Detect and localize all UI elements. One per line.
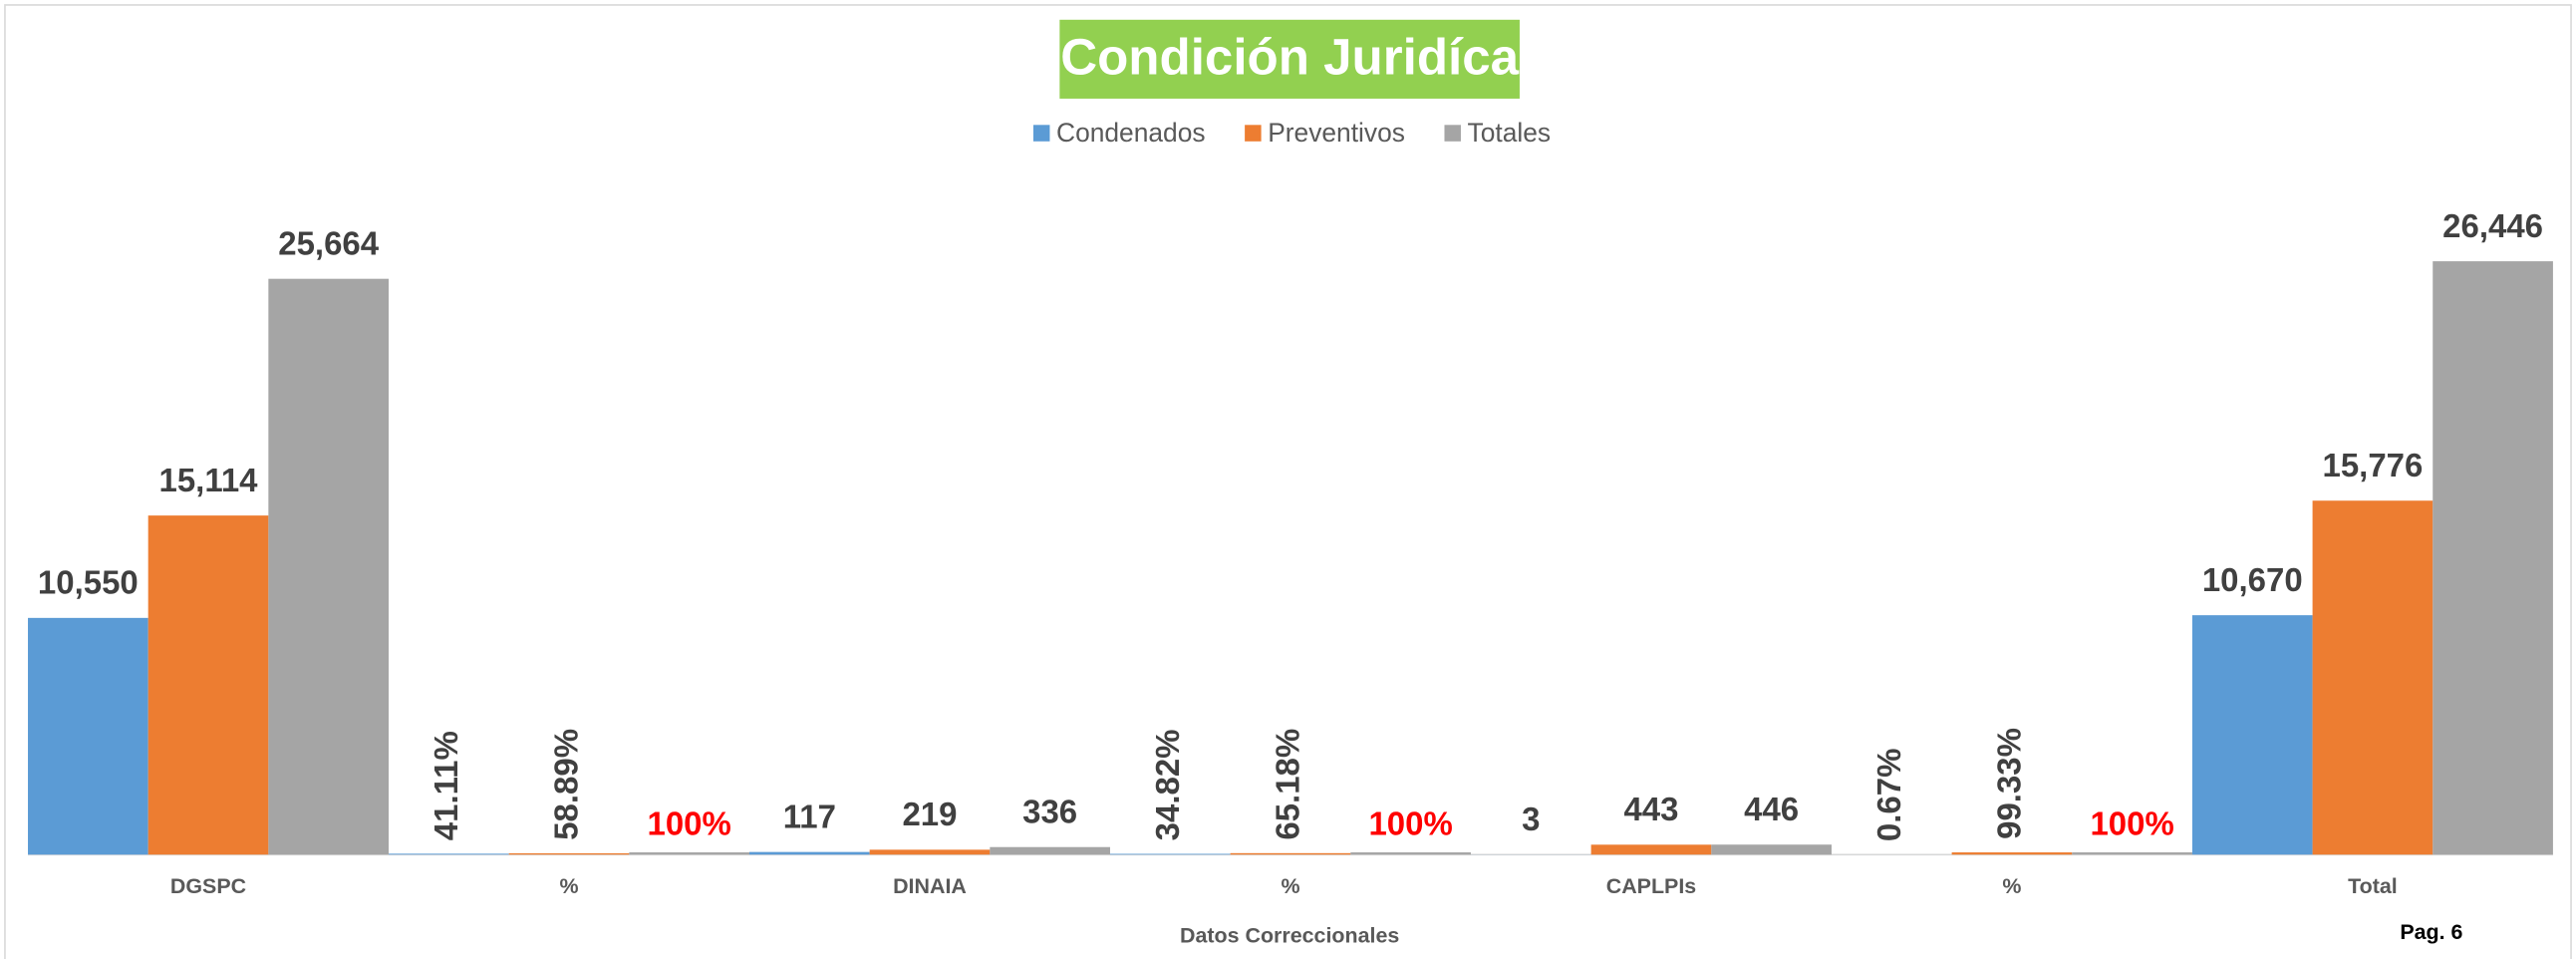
data-label: 336 xyxy=(1022,793,1077,829)
legend-swatch xyxy=(1245,125,1262,142)
bar xyxy=(1711,844,1832,855)
bar xyxy=(869,849,991,855)
data-label: 100% xyxy=(648,804,731,841)
data-label: 117 xyxy=(783,798,836,834)
x-tick-label: DINAIA xyxy=(893,874,967,898)
x-axis-title: Datos Correccionales xyxy=(1180,923,1399,947)
bar xyxy=(147,515,269,855)
x-tick-label: % xyxy=(2002,874,2021,898)
data-label: 25,664 xyxy=(278,224,380,261)
data-label: 446 xyxy=(1744,791,1799,827)
data-label: 26,446 xyxy=(2442,207,2543,244)
bar xyxy=(2072,852,2192,855)
bar xyxy=(2433,261,2553,855)
data-label: 15,776 xyxy=(2323,447,2424,483)
data-label: 58.89% xyxy=(548,729,585,840)
x-tick-label: % xyxy=(1281,874,1299,898)
data-label: 10,550 xyxy=(38,564,139,601)
legend-label: Totales xyxy=(1468,118,1552,148)
legend-label: Preventivos xyxy=(1268,118,1405,148)
data-label: 219 xyxy=(902,796,957,832)
x-tick-label: Total xyxy=(2348,874,2398,898)
data-label: 65.18% xyxy=(1270,729,1306,840)
bar xyxy=(2191,615,2313,855)
data-label: 99.33% xyxy=(1991,728,2028,839)
bar xyxy=(748,851,870,855)
data-label: 3 xyxy=(1522,800,1540,837)
bar xyxy=(1951,852,2073,855)
chart-frame xyxy=(4,4,2572,959)
bar xyxy=(1590,844,1712,855)
data-label: 41.11% xyxy=(428,731,464,840)
legend-label: Condenados xyxy=(1056,118,1206,148)
bar xyxy=(629,852,749,855)
data-label: 100% xyxy=(1368,804,1452,841)
bar xyxy=(389,853,509,855)
x-tick-label: DGSPC xyxy=(170,874,246,898)
bar xyxy=(1109,853,1231,855)
data-label: 0.67% xyxy=(1870,749,1907,841)
bar xyxy=(28,617,148,855)
chart-title: Condición Juridíca xyxy=(1060,29,1519,86)
data-label: 443 xyxy=(1623,791,1678,827)
bar xyxy=(2312,500,2433,855)
legend-swatch xyxy=(1032,125,1050,142)
data-label: 15,114 xyxy=(159,462,259,498)
data-label: 100% xyxy=(2090,804,2173,841)
x-tick-label: % xyxy=(559,874,578,898)
x-tick-label: CAPLPIs xyxy=(1606,874,1697,898)
data-label: 10,670 xyxy=(2202,561,2303,598)
bar xyxy=(268,278,390,855)
bar xyxy=(990,846,1110,855)
title-background xyxy=(1059,19,1520,99)
bar xyxy=(508,852,630,855)
legend-swatch xyxy=(1444,125,1461,142)
page-label: Pag. 6 xyxy=(2400,920,2462,944)
bar xyxy=(1230,852,1351,855)
bar xyxy=(1350,852,1471,855)
data-label: 34.82% xyxy=(1149,729,1186,840)
